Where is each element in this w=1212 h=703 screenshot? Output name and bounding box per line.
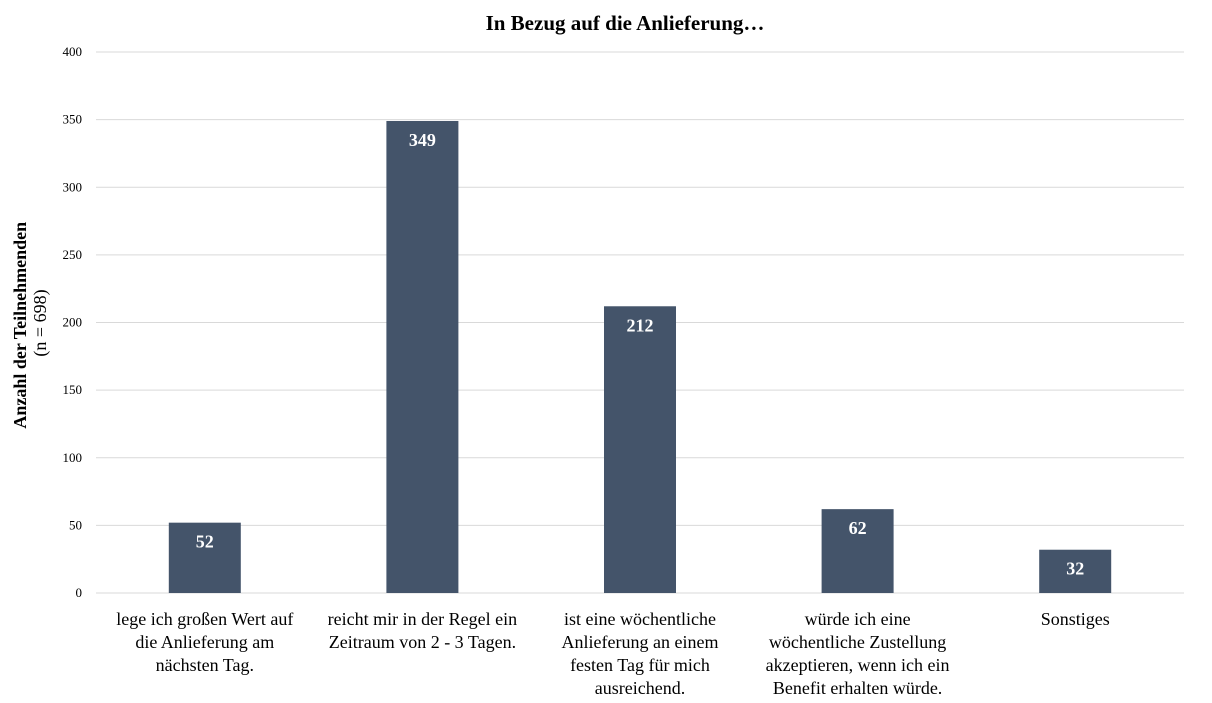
- data-label: 212: [627, 315, 654, 335]
- x-category-line: lege ich großen Wert auf: [116, 609, 293, 629]
- y-axis-label-sub: (n = 698): [30, 289, 51, 356]
- y-tick-label: 300: [63, 179, 83, 194]
- bars: [168, 120, 1112, 593]
- x-category-label: ist eine wöchentliche Anlieferung an eine…: [562, 609, 719, 698]
- y-tick-label: 100: [63, 450, 83, 465]
- x-category-line: festen Tag für mich: [570, 655, 710, 675]
- x-category-line: Benefit erhalten würde.: [773, 678, 942, 698]
- data-label: 349: [409, 130, 436, 150]
- bar: [386, 120, 459, 593]
- y-tick-label: 400: [63, 44, 83, 59]
- x-category-line: Anlieferung an einem: [562, 632, 719, 652]
- bar: [821, 509, 894, 593]
- bar: [168, 522, 241, 593]
- x-category-line: akzeptieren, wenn ich ein: [766, 655, 950, 675]
- x-category-line: wöchentliche Zustellung: [769, 632, 946, 652]
- data-labels: 52 349 212 62 32: [196, 130, 1084, 579]
- data-label: 32: [1066, 559, 1084, 579]
- y-tick-label: 150: [63, 382, 83, 397]
- bar: [604, 306, 676, 593]
- x-category-label: würde ich eine wöchentliche Zustellung akz…: [766, 609, 950, 698]
- x-category-line: würde ich eine: [805, 609, 911, 629]
- x-axis-categories: lege ich großen Wert auf die Anlieferung …: [116, 609, 1109, 698]
- data-label: 62: [849, 518, 867, 538]
- x-category-label: Sonstiges: [1041, 609, 1110, 629]
- x-category-label: reicht mir in der Regel ein Zeitraum von …: [328, 609, 517, 652]
- x-category-line: ausreichend.: [595, 678, 685, 698]
- y-axis-label: Anzahl der Teilnehmenden (n = 698): [10, 217, 51, 428]
- x-category-line: die Anlieferung am: [135, 632, 274, 652]
- y-axis-ticks: 0 50 100 150 200 250 300 350 400: [63, 44, 83, 600]
- x-category-line: reicht mir in der Regel ein: [328, 609, 517, 629]
- y-tick-label: 200: [63, 315, 83, 330]
- data-label: 52: [196, 532, 214, 552]
- x-category-line: ist eine wöchentliche: [564, 609, 716, 629]
- y-tick-label: 0: [76, 585, 83, 600]
- x-category-label: lege ich großen Wert auf die Anlieferung …: [116, 609, 293, 675]
- y-axis-label-main: Anzahl der Teilnehmenden: [10, 222, 30, 429]
- bar: [1039, 549, 1112, 593]
- x-category-line: Zeitraum von 2 - 3 Tagen.: [329, 632, 516, 652]
- chart-title: In Bezug auf die Anlieferung…: [486, 11, 765, 35]
- x-category-line: Sonstiges: [1041, 609, 1110, 629]
- y-tick-label: 350: [63, 112, 83, 127]
- x-category-line: nächsten Tag.: [156, 655, 254, 675]
- y-tick-label: 50: [69, 517, 82, 532]
- y-tick-label: 250: [63, 247, 83, 262]
